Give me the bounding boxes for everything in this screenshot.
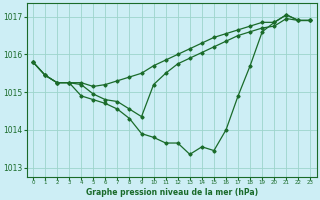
X-axis label: Graphe pression niveau de la mer (hPa): Graphe pression niveau de la mer (hPa) [86,188,258,197]
